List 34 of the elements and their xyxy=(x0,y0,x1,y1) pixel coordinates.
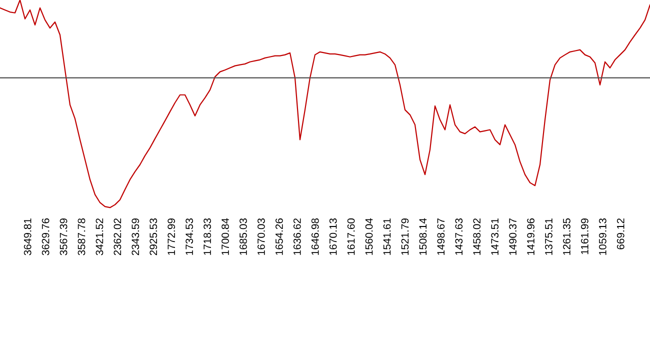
text: 1059.13 xyxy=(598,218,606,255)
text: 1734.53 xyxy=(186,218,194,255)
text: 669.12 xyxy=(616,218,624,250)
text: 1458.02 xyxy=(473,218,481,255)
text: 1508.14 xyxy=(419,218,427,255)
text: 1521.79 xyxy=(401,218,409,255)
text: 3421.52 xyxy=(96,218,104,256)
text: 2343.59 xyxy=(132,218,140,256)
text: 1541.61 xyxy=(383,218,391,255)
text: 1617.60 xyxy=(347,218,355,255)
text: 1490.37 xyxy=(509,218,516,255)
text: 1261.35 xyxy=(563,218,570,255)
text: 2362.02 xyxy=(114,218,122,256)
text: 1646.98 xyxy=(311,218,319,255)
text: 1718.33 xyxy=(204,218,211,255)
text: 2925.53 xyxy=(150,218,158,256)
text: 1636.62 xyxy=(293,218,301,255)
text: 3567.39 xyxy=(60,218,68,256)
text: 1437.63 xyxy=(455,218,463,255)
text: 3587.78 xyxy=(78,218,86,256)
text: 1161.99 xyxy=(580,218,588,254)
text: 1654.26 xyxy=(275,218,283,255)
text: 3629.76 xyxy=(42,218,50,256)
text: 1772.99 xyxy=(168,218,176,255)
text: 1560.04 xyxy=(365,218,373,255)
text: 3649.81 xyxy=(24,218,32,256)
text: 1375.51 xyxy=(545,218,552,255)
text: 1498.67 xyxy=(437,218,445,255)
text: 1670.03 xyxy=(258,218,265,255)
text: 1419.96 xyxy=(527,218,534,255)
text: 1473.51 xyxy=(491,218,499,255)
text: 1685.03 xyxy=(240,218,247,255)
text: 1700.84 xyxy=(222,218,229,255)
text: 1670.13 xyxy=(329,218,337,255)
